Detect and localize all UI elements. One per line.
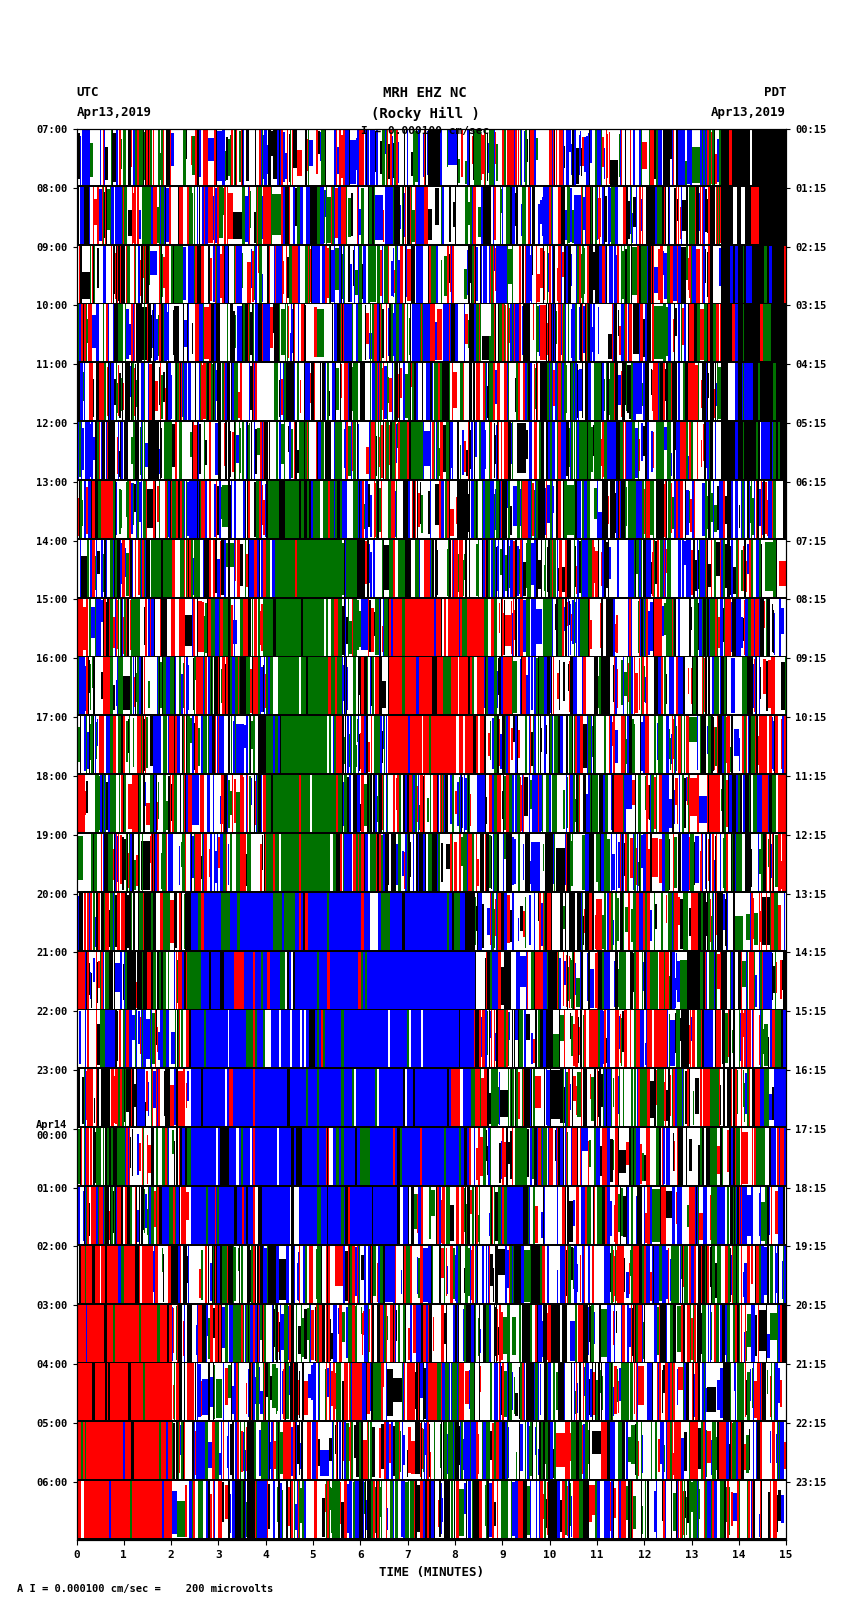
Text: PDT: PDT (764, 85, 786, 100)
Text: MRH EHZ NC: MRH EHZ NC (383, 85, 467, 100)
Text: Apr13,2019: Apr13,2019 (76, 106, 151, 119)
X-axis label: TIME (MINUTES): TIME (MINUTES) (379, 1566, 484, 1579)
Text: Apr13,2019: Apr13,2019 (711, 106, 786, 119)
Text: UTC: UTC (76, 85, 99, 100)
Text: I = 0.000100 cm/sec: I = 0.000100 cm/sec (361, 126, 489, 135)
Text: (Rocky Hill ): (Rocky Hill ) (371, 106, 479, 121)
Text: A I = 0.000100 cm/sec =    200 microvolts: A I = 0.000100 cm/sec = 200 microvolts (17, 1584, 273, 1594)
